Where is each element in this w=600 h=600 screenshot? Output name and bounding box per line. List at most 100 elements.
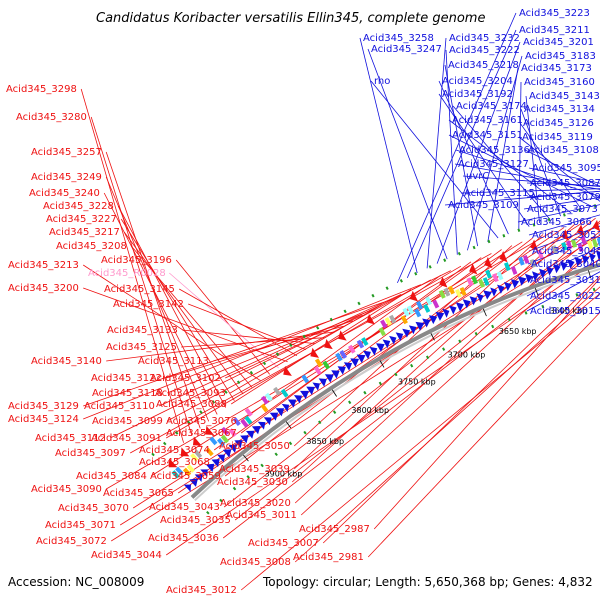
- reverse-gene-arrow: [469, 263, 478, 275]
- cog-feature: [587, 240, 594, 250]
- label-leader-right: [444, 64, 478, 247]
- label-leader-right: [448, 119, 572, 214]
- forward-gene-arrow: [331, 370, 340, 379]
- label-leader-left: [117, 205, 227, 408]
- forward-gene-arrow: [395, 332, 404, 342]
- feature-label-left: Acid345_3011: [226, 510, 297, 521]
- forward-gene-arrow: [337, 366, 346, 375]
- forward-gene-arrow: [281, 403, 290, 412]
- feature-label-right: Acid345_3204: [442, 76, 513, 87]
- forward-gene-arrow: [287, 399, 297, 408]
- kbp-tick: [430, 332, 435, 341]
- forward-gene-arrow: [560, 261, 568, 271]
- forward-gene-arrow: [312, 382, 320, 391]
- cog-feature: [423, 303, 431, 313]
- label-leader-right: [438, 93, 530, 227]
- label-leader-right: [445, 49, 458, 255]
- cog-feature: [447, 285, 455, 295]
- forward-gene-arrow: [415, 321, 425, 331]
- cog-feature: [503, 262, 511, 272]
- feature-label-left: Acid345_3125: [106, 342, 177, 353]
- forward-gene-arrow: [376, 343, 385, 352]
- forward-gene-arrow: [462, 299, 471, 309]
- cog-feature: [400, 315, 408, 325]
- feature-label-left: Acid345_3213: [8, 260, 79, 271]
- cog-feature: [596, 237, 600, 247]
- label-leader-left: [213, 257, 482, 451]
- cog-feature: [389, 314, 397, 324]
- label-leader-left: [300, 241, 600, 516]
- label-leader-left: [83, 299, 392, 407]
- forward-gene-arrow: [293, 395, 302, 404]
- kbp-tick: [331, 389, 337, 397]
- label-leader-right: [526, 271, 600, 312]
- feature-label-left: Acid345_3298: [6, 84, 77, 95]
- forward-gene-arrow: [567, 259, 575, 269]
- cog-feature: [529, 258, 537, 268]
- feature-label-right: Acid345_3223: [519, 8, 590, 19]
- feature-label-left: Acid345_3036: [148, 533, 219, 544]
- forward-gene-arrow: [306, 386, 315, 395]
- feature-label-left: Acid345_3093: [155, 388, 226, 399]
- feature-label-right: Acid345_3119: [522, 132, 593, 143]
- cog-feature: [561, 241, 568, 251]
- cog-feature: [459, 286, 467, 296]
- feature-label-right: Acid345_3022: [530, 291, 600, 302]
- forward-gene-arrow: [222, 449, 232, 458]
- label-leader-right: [452, 105, 551, 220]
- label-leader-right: [517, 204, 600, 223]
- cog-feature: [384, 317, 392, 327]
- forward-gene-arrow: [350, 358, 360, 367]
- cog-feature: [443, 287, 451, 297]
- label-leader-right: [460, 188, 600, 194]
- feature-label-left: Acid345_3070: [58, 503, 129, 514]
- feature-label-left: Acid345_3196: [101, 255, 172, 266]
- kbp-tick-label: 3600 kbp: [550, 307, 588, 316]
- forward-gene-arrow: [581, 254, 590, 265]
- kbp-tick-label: 3800 kbp: [351, 406, 389, 415]
- cog-feature: [339, 349, 348, 359]
- cog-feature: [182, 467, 192, 477]
- reverse-gene-arrow: [366, 313, 375, 325]
- feature-label-right: Acid345_3151: [452, 130, 523, 141]
- forward-gene-arrow: [269, 412, 279, 421]
- reverse-gene-arrow: [180, 447, 190, 457]
- feature-label-left: Acid345_3091: [91, 433, 162, 444]
- forward-gene-arrow: [246, 430, 255, 439]
- feature-label-right: Acid345_3066: [521, 217, 592, 228]
- reverse-gene-arrow: [592, 219, 600, 232]
- forward-gene-arrow: [422, 318, 431, 328]
- label-leader-left: [83, 287, 288, 363]
- cog-feature: [466, 277, 474, 287]
- feature-label-left: Acid345_3074: [139, 445, 210, 456]
- cog-feature: [378, 327, 386, 337]
- label-leader-right: [528, 167, 600, 184]
- cog-feature: [220, 426, 230, 436]
- feature-label-right: Acid345_3045: [532, 246, 600, 257]
- genome-backbone: [190, 262, 600, 499]
- cog-feature: [414, 308, 422, 318]
- kbp-tick-label: 3650 kbp: [499, 327, 537, 336]
- reverse-gene-arrow: [338, 330, 347, 341]
- label-leader-right: [520, 108, 561, 217]
- reverse-gene-arrow: [168, 458, 178, 468]
- reverse-gene-arrow: [439, 276, 448, 288]
- label-leader-left: [120, 218, 235, 401]
- label-leader-left: [106, 331, 335, 362]
- feature-label-left: Acid345_3145: [104, 284, 175, 295]
- forward-gene-arrow: [497, 284, 505, 294]
- feature-label-right: Acid345_3087: [530, 178, 600, 189]
- label-leader-right: [467, 55, 523, 251]
- label-leader-right: [528, 214, 600, 236]
- label-leader-left: [103, 192, 218, 415]
- feature-label-left: Acid345_3076: [166, 416, 237, 427]
- forward-gene-arrow: [257, 421, 266, 430]
- kbp-tick-label: 3900 kbp: [265, 470, 303, 479]
- feature-label-left: Acid345_3249: [31, 172, 102, 183]
- feature-label-right: Acid345_3126: [523, 118, 594, 129]
- feature-label-left: Acid345_3217: [49, 227, 120, 238]
- label-leader-left: [322, 275, 600, 544]
- forward-gene-arrow: [263, 417, 272, 426]
- forward-gene-arrow: [539, 268, 547, 279]
- feature-label-left: Acid345_3122: [91, 373, 162, 384]
